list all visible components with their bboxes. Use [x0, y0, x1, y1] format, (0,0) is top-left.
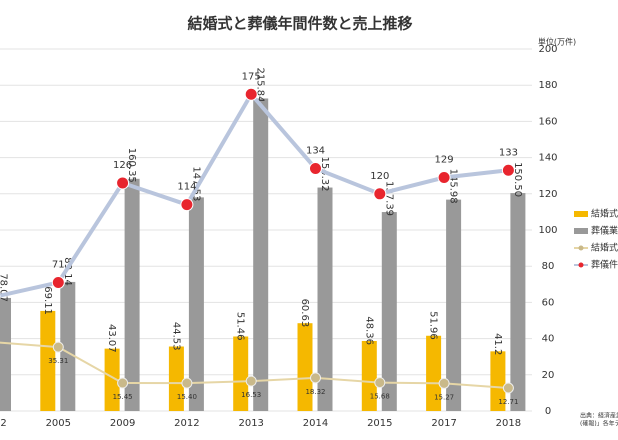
bar [381, 212, 397, 411]
bar-label: 69.11 [42, 286, 53, 315]
bar [233, 336, 249, 411]
y-tick-label: 40 [542, 334, 555, 345]
bar-label: 43.07 [106, 324, 117, 353]
legend-label: 葬儀業売 [591, 225, 618, 237]
marker [116, 176, 130, 190]
bar [297, 323, 313, 411]
y-tick-label: 20 [542, 370, 555, 381]
marker [117, 377, 129, 389]
marker [502, 382, 514, 394]
bar-label: 60.63 [299, 299, 310, 328]
y-tick-label: 140 [538, 153, 557, 164]
bar [124, 178, 140, 411]
bar-label: 215.84 [255, 67, 266, 102]
marker [52, 341, 64, 353]
bar [446, 199, 462, 411]
y-tick-label: 180 [538, 80, 557, 91]
line-label: 133 [499, 147, 518, 158]
line-label: 126 [113, 160, 132, 171]
bar-label: 51.96 [428, 311, 439, 340]
y-tick-label: 160 [538, 116, 557, 127]
line-label: 16.53 [241, 391, 261, 399]
bar [317, 187, 333, 411]
bar-label: 160.35 [126, 148, 137, 183]
line-label: 18.32 [305, 388, 325, 396]
bar [490, 351, 506, 411]
legend-label: 結婚式場 [591, 208, 618, 220]
line-label: 134 [306, 145, 325, 156]
line-label: 35.31 [48, 357, 68, 365]
marker [437, 171, 451, 185]
marker [438, 377, 450, 389]
legend-label: 結婚式件 [591, 242, 618, 254]
y-tick-label: 100 [538, 225, 557, 236]
x-tick-label: 2009 [110, 418, 135, 429]
bar [104, 348, 120, 411]
legend-swatch [578, 262, 584, 268]
source: (確報)」各年デー [580, 420, 618, 428]
source: 出典：経済産業 [580, 412, 618, 420]
bar [0, 297, 11, 411]
bar [426, 335, 442, 411]
x-tick-label: 2015 [367, 418, 392, 429]
x-tick-label: 2005 [46, 418, 71, 429]
y-tick-label: 60 [542, 297, 555, 308]
bar [361, 340, 377, 411]
bar [60, 281, 76, 411]
legend-swatch [578, 245, 584, 251]
marker [501, 163, 515, 177]
line-label: 114 [177, 182, 196, 193]
bar-label: 48.36 [363, 316, 374, 345]
y-tick-label: 120 [538, 189, 557, 200]
bar-label: 44.53 [170, 322, 181, 351]
bar-label: 147.53 [190, 166, 201, 201]
bar [253, 98, 269, 411]
x-tick-label: 2012 [174, 418, 199, 429]
bar [188, 197, 204, 411]
x-tick-label: 2017 [431, 418, 456, 429]
y-tick-label: 0 [545, 406, 551, 417]
legend-label: 葬儀件数 [591, 259, 618, 271]
legend-swatch [574, 228, 588, 234]
marker [181, 377, 193, 389]
marker [374, 377, 386, 389]
y-tick-label: 200 [538, 44, 557, 55]
legend-swatch [574, 211, 588, 217]
line-label: 120 [370, 171, 389, 182]
marker [51, 275, 65, 289]
unit-label: 単位(万件) [538, 37, 576, 47]
bar-label: 51.46 [235, 312, 246, 341]
line-label: 12.71 [498, 398, 518, 406]
bar-label: 137.39 [383, 181, 394, 216]
marker [180, 198, 194, 212]
line-label: 15.45 [113, 393, 133, 401]
marker [310, 372, 321, 384]
bar [168, 346, 184, 411]
marker [373, 187, 387, 201]
marker [244, 87, 258, 101]
legend: 結婚式場葬儀業売結婚式件葬儀件数 [570, 205, 618, 275]
marker [309, 161, 322, 175]
line-label: 15.68 [370, 393, 390, 401]
marker [245, 375, 257, 387]
line-label: 15.40 [177, 393, 197, 401]
x-tick-label: 2018 [496, 418, 521, 429]
chart-title: 結婚式と葬儀年間件数と売上推移 [187, 15, 412, 33]
bar [510, 193, 526, 411]
line-label: 175 [242, 71, 261, 82]
line-label: 71 [52, 259, 65, 270]
bar-label: 145.98 [448, 169, 459, 204]
y-tick-label: 80 [542, 261, 555, 272]
bar [40, 310, 56, 411]
bar-label: 78.07 [0, 273, 9, 302]
bar-label: 150.50 [512, 162, 523, 197]
x-tick-label: 2014 [303, 418, 328, 429]
line-label: 129 [435, 155, 454, 166]
x-tick-label: 2013 [238, 418, 263, 429]
bar-label: 41.2 [492, 333, 503, 355]
line-label: 15.27 [434, 393, 454, 401]
